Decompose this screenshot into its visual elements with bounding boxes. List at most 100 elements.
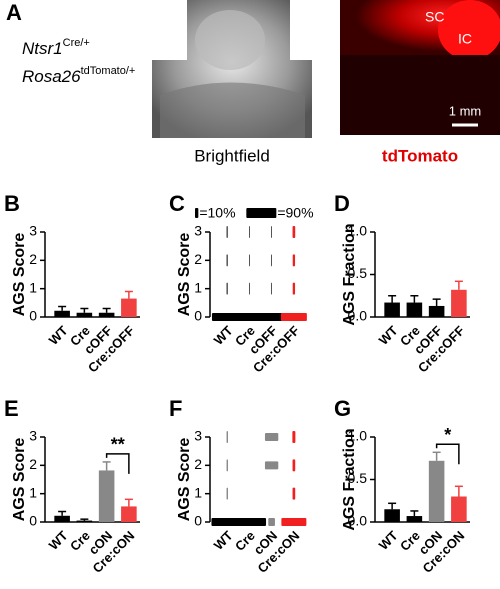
y-axis-label: AGS Fraction	[341, 223, 358, 325]
proportion-mark	[226, 226, 228, 238]
proportion-mark	[249, 226, 250, 238]
proportion-mark	[292, 431, 296, 443]
proportion-mark	[226, 431, 228, 443]
bar	[384, 509, 400, 522]
y-tick-label: 3	[194, 428, 202, 444]
proportion-mark	[292, 226, 296, 238]
y-axis-label: AGS Score	[176, 438, 193, 522]
y-tick-label: 0	[29, 308, 37, 324]
proportion-mark	[249, 282, 250, 295]
panel-letter: B	[4, 191, 20, 216]
bar	[428, 305, 445, 317]
y-tick-label: 0.5	[348, 265, 368, 281]
y-tick-label: 0	[194, 308, 202, 324]
genotype: Rosa26tdTomato/+	[22, 65, 135, 87]
legend-key	[195, 208, 199, 218]
proportion-mark	[226, 459, 228, 472]
genotype-name: Rosa26	[22, 67, 81, 86]
y-tick-label: 0	[29, 513, 37, 529]
proportion-mark	[271, 226, 272, 238]
y-tick-label: 3	[29, 223, 37, 239]
bar	[406, 516, 423, 522]
proportion-mark	[264, 461, 279, 470]
y-tick-label: 0	[194, 513, 202, 529]
scale-bar-label: 1 mm	[449, 103, 482, 118]
bar	[451, 496, 467, 522]
bar	[76, 312, 93, 317]
y-tick-label: 2	[29, 456, 37, 472]
panel-letter: D	[334, 191, 350, 216]
proportion-mark	[255, 313, 288, 321]
y-tick-label: 1.0	[348, 223, 368, 239]
genotype-sup: tdTomato/+	[81, 65, 136, 77]
legend-key	[246, 208, 277, 218]
y-tick-label: 2	[194, 456, 202, 472]
tdtomato-image	[340, 0, 500, 135]
x-tick-label: WT	[376, 528, 401, 553]
y-tick-label: 2	[194, 251, 202, 267]
panel-letter: C	[169, 191, 185, 216]
y-tick-label: 1	[29, 279, 37, 295]
y-tick-label: 2	[29, 251, 37, 267]
x-tick-label: WT	[211, 528, 236, 553]
bar	[121, 298, 137, 317]
y-tick-label: 0.5	[348, 470, 368, 486]
y-tick-label: 1	[194, 484, 202, 500]
proportion-mark	[292, 487, 296, 500]
y-axis-label: AGS Score	[176, 233, 193, 317]
x-tick-label: WT	[376, 323, 401, 348]
image-label: Brightfield	[194, 146, 270, 165]
genotype: Ntsr1Cre/+	[22, 37, 90, 59]
y-axis-label: AGS Fraction	[341, 428, 358, 530]
panel-letter: E	[4, 396, 19, 421]
proportion-mark	[226, 487, 228, 500]
panel-letter: F	[169, 396, 182, 421]
bar	[384, 302, 400, 317]
y-tick-label: 1	[194, 279, 202, 295]
y-tick-label: 3	[29, 428, 37, 444]
genotype-sup: Cre/+	[63, 37, 90, 49]
image-label: tdTomato	[382, 146, 458, 165]
significance-label: **	[111, 435, 125, 455]
bar	[451, 289, 467, 317]
region-label: SC	[425, 9, 444, 25]
bar	[98, 470, 115, 522]
panel-letter: A	[6, 0, 22, 25]
region-label: IC	[458, 31, 472, 47]
proportion-mark	[264, 433, 279, 441]
bar	[54, 515, 70, 522]
genotype-name: Ntsr1	[22, 39, 63, 58]
proportion-mark	[271, 282, 272, 295]
significance-bracket	[105, 453, 130, 474]
proportion-mark	[292, 282, 296, 295]
proportion-mark	[232, 518, 267, 526]
proportion-mark	[271, 254, 272, 267]
proportion-mark	[292, 459, 296, 472]
y-tick-label: 1.0	[348, 428, 368, 444]
bar	[76, 520, 93, 522]
proportion-mark	[226, 282, 228, 295]
bar	[54, 310, 70, 317]
legend-label: =90%	[277, 205, 313, 221]
panel-letter: G	[334, 396, 351, 421]
bar	[121, 506, 137, 522]
y-tick-label: 1	[29, 484, 37, 500]
x-tick-label: WT	[211, 323, 236, 348]
bar	[406, 302, 423, 317]
significance-label: *	[444, 425, 451, 445]
y-tick-label: 0.0	[348, 308, 368, 324]
proportion-mark	[268, 518, 275, 526]
x-tick-label: WT	[46, 323, 71, 348]
proportion-mark	[280, 313, 307, 321]
x-tick-label: WT	[46, 528, 71, 553]
proportion-mark	[226, 254, 228, 267]
brightfield-image	[152, 0, 312, 138]
proportion-mark	[281, 518, 307, 526]
bar	[98, 312, 115, 317]
y-tick-label: 3	[194, 223, 202, 239]
proportion-mark	[249, 254, 250, 267]
significance-bracket	[435, 443, 460, 465]
y-axis-label: AGS Score	[11, 233, 28, 317]
legend-label: =10%	[199, 205, 235, 221]
